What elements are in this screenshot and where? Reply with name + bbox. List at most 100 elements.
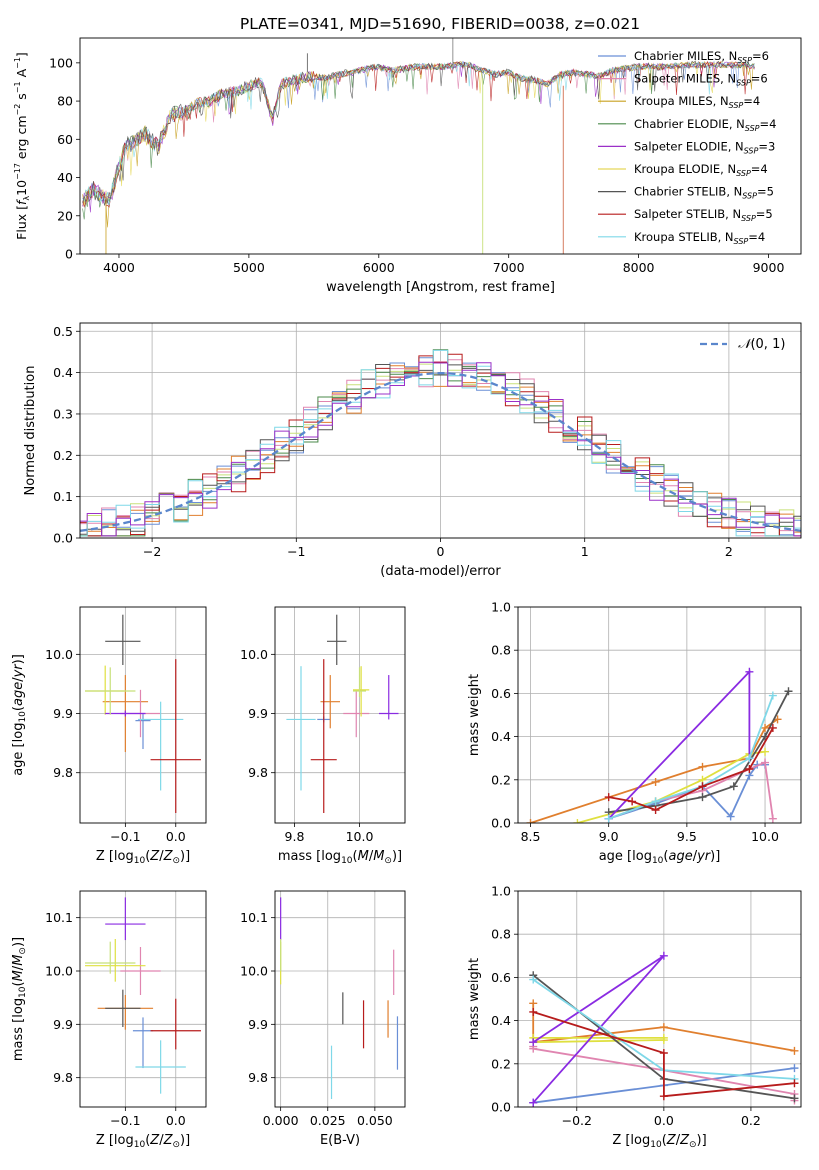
plot-area (529, 951, 799, 1107)
x-axis-label: Z [log10(Z/Z⊙)] (612, 1133, 706, 1150)
plot-area (85, 897, 201, 1094)
axes-frame (274, 606, 406, 824)
weight-point (651, 797, 660, 806)
x-axis-label: mass [log10(M/M⊙)] (278, 849, 402, 866)
y-tick-label: 0.2 (491, 1056, 511, 1071)
y-tick-label: 9.8 (248, 765, 268, 780)
weight-point (790, 1094, 799, 1103)
y-tick-label: 0.6 (491, 970, 511, 985)
weight-point (761, 723, 770, 732)
axes-frame (79, 322, 802, 539)
axes-frame (274, 890, 406, 1108)
mass-vs-metallicity-panel: −0.1 0.0 9.8 9.9 10.0 10.1 Z [log10(Z/Z⊙)] mass… (11, 890, 207, 1150)
y-tick-label: 0.6 (491, 686, 511, 701)
weight-point (768, 691, 777, 700)
y-tick-label: 10.1 (240, 910, 268, 925)
x-axis-label: wavelength [Angstrom, rest frame] (326, 280, 555, 295)
spectrum-line (82, 60, 755, 206)
x-tick-label: 9.0 (599, 829, 619, 844)
x-tick-label: 8.5 (521, 829, 541, 844)
x-axis-label: age [log10(age/yr)] (599, 849, 721, 866)
legend-label: Kroupa ELODIE, NSSP=4 (634, 162, 768, 178)
plot-area (286, 614, 399, 813)
y-tick-label: 9.9 (53, 706, 73, 721)
x-axis-label: (data-model)/error (380, 564, 501, 579)
x-tick-label: −2 (143, 544, 161, 559)
y-axis-label: age [log10(age/yr)] (11, 654, 28, 776)
histogram-step-line (80, 364, 801, 537)
weight-point (745, 754, 754, 763)
x-axis-label: E(B-V) (320, 1133, 360, 1148)
y-tick-label: 40 (57, 170, 73, 185)
y-tick-label: 60 (57, 132, 73, 147)
age-vs-mass-panel: 9.8 10.0 9.8 9.9 10.0 mass [log10(M/M⊙)] (240, 606, 406, 866)
y-axis-label: Flux [fλ10−17 erg cm−2 s−1 A−1] (13, 52, 31, 240)
legend-label: Salpeter MILES, NSSP=6 (634, 72, 768, 88)
histogram-step-line (80, 349, 801, 537)
y-tick-label: 0.4 (491, 729, 511, 744)
x-tick-label: 4000 (103, 260, 135, 275)
y-tick-label: 10.0 (240, 964, 268, 979)
y-tick-label: 100 (49, 55, 73, 70)
weight-point (761, 758, 770, 767)
y-tick-label: 0.8 (491, 643, 511, 658)
x-tick-label: 0.000 (263, 1113, 299, 1128)
plot-area (526, 667, 793, 823)
y-tick-label: 1.0 (491, 884, 511, 899)
legend-label: Salpeter ELODIE, NSSP=3 (634, 139, 775, 155)
y-tick-label: 10.1 (45, 910, 73, 925)
y-tick-label: 0.8 (491, 927, 511, 942)
weight-point (761, 747, 770, 756)
y-tick-label: 0 (65, 247, 73, 262)
weight-line (532, 1011, 795, 1098)
axes-frame (79, 37, 802, 255)
weight-point (790, 1079, 799, 1088)
weight-point (729, 782, 738, 791)
legend-label: Salpeter STELIB, NSSP=5 (634, 207, 773, 223)
legend-label: Chabrier STELIB, NSSP=5 (634, 185, 774, 201)
weight-point (526, 819, 535, 823)
weight-point (768, 723, 777, 732)
weight-point (651, 806, 660, 815)
weight-point (790, 1046, 799, 1055)
y-tick-label: 20 (57, 208, 73, 223)
x-tick-label: 6000 (363, 260, 395, 275)
x-axis-label: Z [log10(Z/Z⊙)] (96, 1133, 190, 1150)
y-tick-label: 0.0 (491, 816, 511, 831)
weight-point (529, 975, 538, 984)
weight-point (659, 1049, 668, 1057)
spectrum-line (82, 60, 755, 206)
weight-point (698, 782, 707, 791)
legend-label: Kroupa MILES, NSSP=4 (634, 94, 760, 110)
weight-point (784, 687, 793, 696)
y-tick-label: 0.0 (53, 531, 73, 546)
y-tick-label: 0.5 (53, 324, 73, 339)
histogram-step-line (80, 363, 801, 537)
legend-label: Chabrier MILES, NSSP=6 (634, 49, 769, 65)
mass-weight-vs-metallicity-panel: −0.2 0.0 0.2 0.0 0.2 0.4 0.6 0.8 1.0 mass weight Z… (467, 884, 802, 1150)
x-tick-label: −0.1 (110, 1113, 140, 1128)
x-tick-label: 10.0 (751, 829, 779, 844)
x-tick-label: −0.2 (562, 1113, 592, 1128)
mass-vs-ebv-panel: 0.000 0.025 0.050 9.8 9.9 10.0 10.1 E(B-V) (240, 890, 406, 1148)
legend-label: Kroupa STELIB, NSSP=4 (634, 230, 765, 246)
y-tick-label: 0.1 (53, 489, 73, 504)
y-tick-label: 0.0 (491, 1100, 511, 1115)
age-vs-metallicity-panel: −0.1 0.0 9.8 9.9 10.0 Z [log10(Z/Z⊙)] age [log… (11, 606, 207, 866)
histogram-step-line (80, 359, 801, 537)
residuals-panel: −2 −1 0 1 2 0.0 0.1 0.2 0.3 0.4 0.5 (data-model)/er… (23, 322, 802, 579)
y-tick-label: 0.2 (53, 448, 73, 463)
weight-point (659, 1023, 668, 1032)
x-tick-label: 7000 (493, 260, 525, 275)
weight-point (726, 812, 735, 821)
mass-weight-vs-age-panel: 8.5 9.0 9.5 10.0 0.0 0.2 0.4 0.6 0.8 1.0 mass weig… (467, 600, 802, 866)
weight-point (698, 762, 707, 771)
weight-point (529, 1007, 538, 1016)
weight-line (608, 695, 774, 820)
axes-frame (79, 606, 207, 824)
weight-point (698, 793, 707, 802)
axes-frame (517, 606, 802, 824)
weight-line (530, 718, 779, 823)
legend-label: Chabrier ELODIE, NSSP=4 (634, 117, 776, 133)
